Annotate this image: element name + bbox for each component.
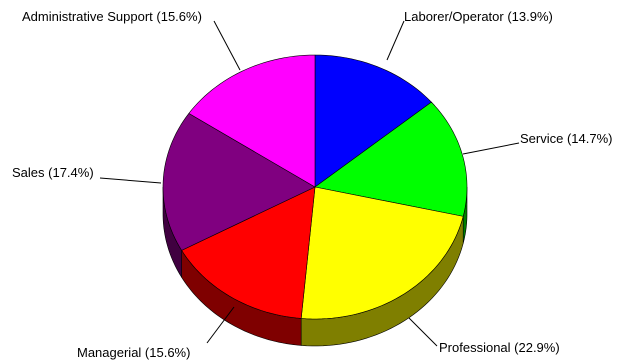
slice-labels: Laborer/Operator (13.9%) Service (14.7%) P…	[12, 9, 612, 360]
slice-administrative-support	[188, 54, 316, 188]
slice-label-professional: Professional (22.9%)	[439, 340, 560, 355]
slice-label-sales: Sales (17.4%)	[12, 165, 94, 180]
slice-label-managerial: Managerial (15.6%)	[77, 345, 190, 360]
slice-managerial	[181, 186, 316, 319]
leader-line-service	[462, 142, 520, 155]
pie-top	[162, 54, 468, 320]
slice-sales	[162, 113, 316, 251]
leader-line-professional	[408, 317, 438, 347]
slice-professional	[300, 186, 464, 320]
leader-lines	[99, 20, 520, 347]
leader-line-sales	[99, 177, 162, 184]
leader-line-managerial	[206, 306, 235, 344]
slice-label-administrative-support: Administrative Support (15.6%)	[22, 9, 202, 24]
slice-label-service: Service (14.7%)	[520, 131, 612, 146]
leader-line-administrative-support	[213, 20, 241, 71]
slice-label-laborer-operator: Laborer/Operator (13.9%)	[404, 9, 553, 24]
leader-line-laborer-operator	[386, 20, 405, 61]
slice-service	[314, 101, 468, 217]
slice-laborer-operator	[314, 54, 432, 188]
